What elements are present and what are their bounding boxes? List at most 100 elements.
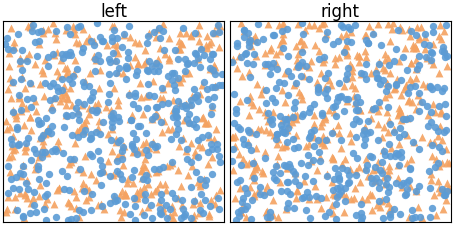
Point xyxy=(244,128,251,132)
Point xyxy=(180,26,187,29)
Point xyxy=(11,111,19,115)
Point xyxy=(191,95,198,99)
Point xyxy=(385,63,393,66)
Point xyxy=(188,160,195,164)
Point xyxy=(50,96,58,99)
Point xyxy=(427,110,434,114)
Point xyxy=(85,112,92,116)
Point xyxy=(330,192,337,196)
Point xyxy=(216,207,223,211)
Point xyxy=(159,206,166,209)
Point xyxy=(293,189,301,192)
Point xyxy=(406,167,414,171)
Point xyxy=(54,89,62,93)
Point xyxy=(125,91,132,94)
Point xyxy=(198,135,206,139)
Point xyxy=(154,170,161,173)
Point xyxy=(31,190,38,194)
Point xyxy=(397,156,405,159)
Point xyxy=(347,62,354,66)
Point xyxy=(97,133,104,136)
Point xyxy=(68,53,75,57)
Point xyxy=(178,76,185,80)
Point xyxy=(99,121,107,124)
Point xyxy=(387,206,394,209)
Point xyxy=(198,45,205,49)
Point xyxy=(109,149,116,152)
Point xyxy=(233,111,240,115)
Point xyxy=(379,216,386,220)
Point xyxy=(174,77,181,80)
Point xyxy=(255,22,262,26)
Point xyxy=(54,189,61,192)
Point xyxy=(277,49,284,53)
Point xyxy=(115,103,122,107)
Point xyxy=(205,97,212,101)
Point xyxy=(250,160,257,163)
Point xyxy=(27,81,34,85)
Point xyxy=(298,21,306,25)
Point xyxy=(394,164,401,167)
Point xyxy=(161,183,168,186)
Point xyxy=(80,130,88,133)
Point xyxy=(206,57,213,61)
Point xyxy=(158,130,165,134)
Point xyxy=(206,212,213,215)
Point xyxy=(46,98,54,101)
Point xyxy=(118,157,126,161)
Point xyxy=(428,178,435,182)
Point xyxy=(247,148,254,152)
Point xyxy=(143,106,151,110)
Point xyxy=(332,202,339,205)
Point xyxy=(279,25,286,28)
Point xyxy=(36,39,43,43)
Point xyxy=(281,163,288,167)
Point xyxy=(380,149,387,153)
Point xyxy=(424,104,431,108)
Point xyxy=(276,80,283,84)
Point xyxy=(47,105,54,109)
Point xyxy=(212,65,219,69)
Point xyxy=(150,69,158,72)
Point xyxy=(106,57,113,61)
Point xyxy=(412,189,419,193)
Point xyxy=(315,138,322,142)
Point xyxy=(311,144,318,148)
Point xyxy=(367,71,375,75)
Point xyxy=(232,218,240,222)
Point xyxy=(65,162,72,166)
Point xyxy=(277,189,285,192)
Point xyxy=(251,167,258,170)
Point xyxy=(429,206,436,209)
Point xyxy=(109,116,117,119)
Point xyxy=(267,211,274,214)
Point xyxy=(397,118,404,122)
Point xyxy=(293,44,300,48)
Point xyxy=(34,30,41,34)
Point xyxy=(301,196,308,199)
Point xyxy=(145,205,152,209)
Point xyxy=(177,47,184,51)
Point xyxy=(315,50,322,53)
Point xyxy=(174,115,181,119)
Point xyxy=(362,55,370,58)
Point xyxy=(249,62,257,66)
Point xyxy=(290,146,297,149)
Point xyxy=(432,110,439,114)
Point xyxy=(415,55,423,58)
Point xyxy=(40,207,48,211)
Point xyxy=(402,83,410,87)
Point xyxy=(50,202,57,206)
Point xyxy=(63,97,70,100)
Point xyxy=(279,32,286,36)
Point xyxy=(246,161,253,164)
Point xyxy=(75,209,83,212)
Point xyxy=(81,84,88,88)
Point xyxy=(270,33,277,37)
Point xyxy=(143,173,150,177)
Point xyxy=(360,72,367,76)
Point xyxy=(392,83,399,86)
Point xyxy=(232,108,240,111)
Point xyxy=(258,169,266,173)
Point xyxy=(397,127,404,130)
